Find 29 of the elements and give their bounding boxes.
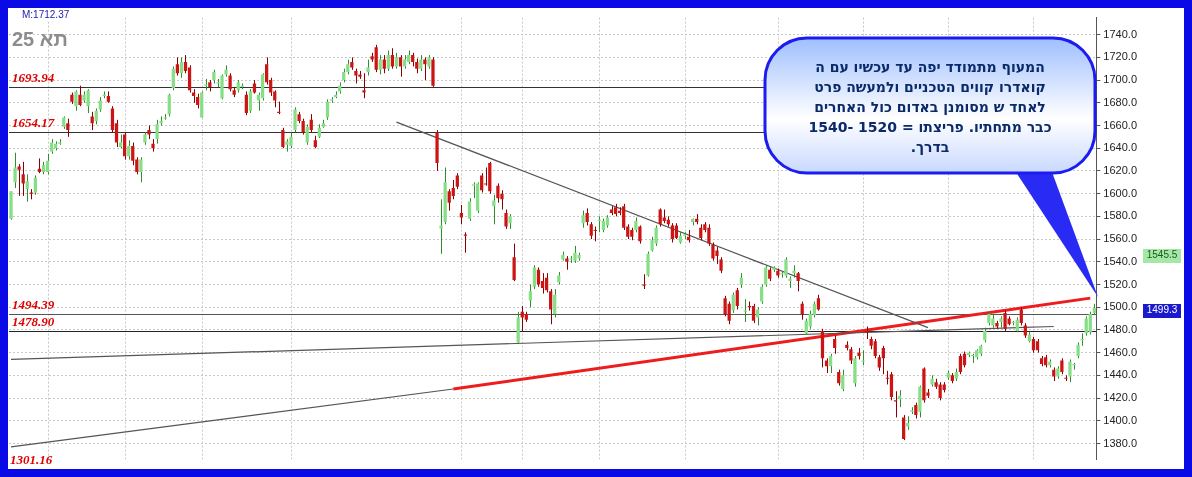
text: תא 25 xyxy=(12,28,68,51)
ref-line-label: 1693.94 xyxy=(12,70,55,86)
y-tick-label: 1580.0 xyxy=(1103,209,1138,222)
ref-line-label: 1478.90 xyxy=(12,314,55,330)
y-tick-label: 1480.0 xyxy=(1103,322,1138,335)
y-tick-label: 1640.0 xyxy=(1103,141,1138,154)
text: 1545.5 xyxy=(1143,249,1181,263)
y-tick-label: 1620.0 xyxy=(1103,163,1138,176)
annotation: המעוף מתמודד יפה עד עכשיו עם ה קואדרו קווים הטכניים ולמעשה פרט לאחד ש מסומנן באדום כול האחרים כבר מתחתיו. פריצתו = 1520 -1540 בדרך. xyxy=(807,58,1053,157)
y-tick-label: 1720.0 xyxy=(1103,50,1138,63)
y-tick-label: 1600.0 xyxy=(1103,186,1138,199)
y-tick-label: 1500.0 xyxy=(1103,300,1138,313)
ref-line-label: 1494.39 xyxy=(12,297,55,313)
annotation: 1301.16 xyxy=(10,452,53,468)
y-tick-label: 1520.0 xyxy=(1103,277,1138,290)
ref-line-label: 1654.17 xyxy=(12,115,55,131)
y-tick-label: 1420.0 xyxy=(1103,391,1138,404)
y-tick-label: 1560.0 xyxy=(1103,232,1138,245)
text: 1499.3 xyxy=(1143,304,1181,318)
y-tick-label: 1460.0 xyxy=(1103,345,1138,358)
annotation: M:1712.37 xyxy=(22,9,70,20)
y-tick-label: 1660.0 xyxy=(1103,118,1138,131)
y-tick-label: 1440.0 xyxy=(1103,368,1138,381)
y-tick-label: 1680.0 xyxy=(1103,95,1138,108)
y-tick-label: 1380.0 xyxy=(1103,436,1138,449)
y-tick-label: 1740.0 xyxy=(1103,27,1138,40)
y-tick-label: 1400.0 xyxy=(1103,413,1138,426)
y-tick-label: 1540.0 xyxy=(1103,254,1138,267)
y-tick-label: 1700.0 xyxy=(1103,73,1138,86)
